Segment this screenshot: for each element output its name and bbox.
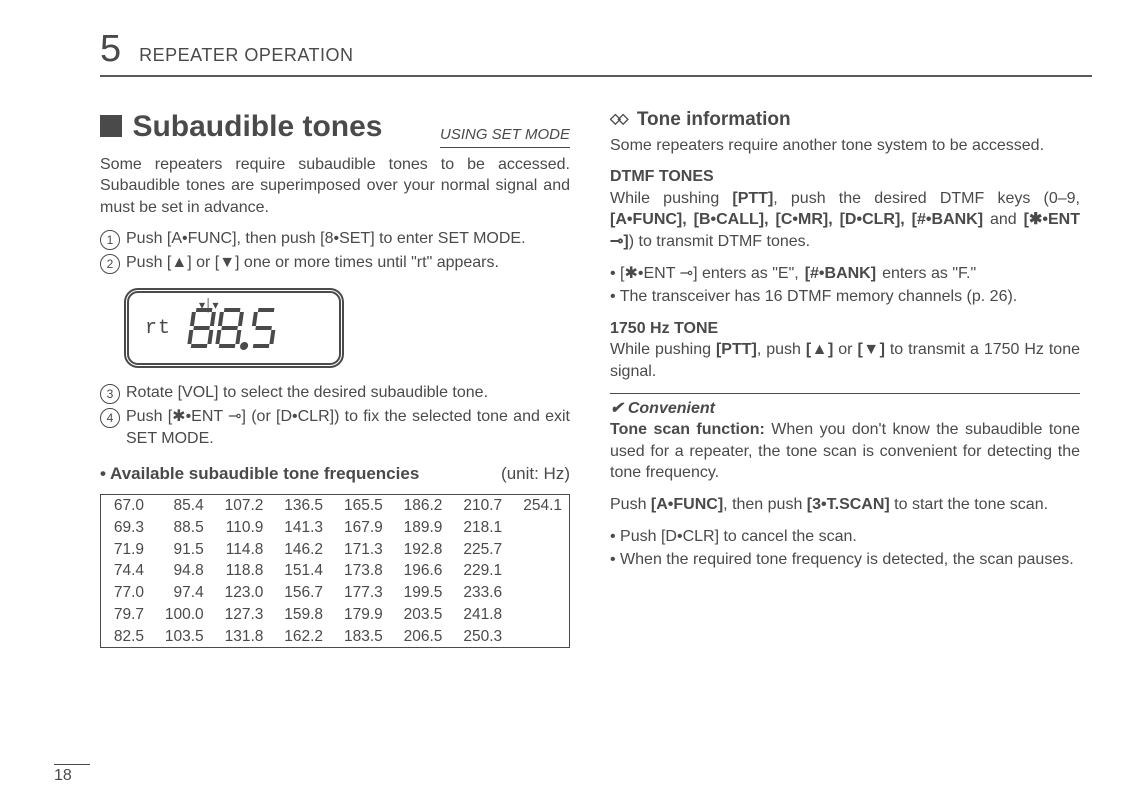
set-mode-tag: USING SET MODE	[440, 125, 570, 147]
section-title-wrapper: Subaudible tones	[100, 107, 382, 148]
table-cell: 186.2189.9192.8196.6199.5203.5206.5	[390, 495, 450, 648]
tone-table-unit: (unit: Hz)	[501, 463, 570, 486]
lcd-label: rt	[145, 315, 171, 342]
table-cell: 85.488.591.594.897.4100.0103.5	[151, 495, 211, 648]
section-title: Subaudible tones	[132, 110, 382, 143]
hz-paragraph: While pushing [PTT], push [▲] or [▼] to …	[610, 339, 1080, 382]
page-number: 18	[54, 764, 90, 785]
step-3: 3 Rotate [VOL] to select the desired sub…	[100, 382, 570, 404]
chapter-title: REPEATER OPERATION	[139, 45, 353, 66]
step-number-icon: 2	[100, 254, 120, 274]
tone-frequency-table: 67.069.371.974.477.079.782.5 85.488.591.…	[100, 494, 570, 648]
tone-scan-bullet-2: • When the required tone frequency is de…	[610, 549, 1080, 571]
left-column: Subaudible tones USING SET MODE Some rep…	[100, 107, 570, 648]
dtmf-heading: DTMF TONES	[610, 166, 1080, 188]
step-number-icon: 1	[100, 230, 120, 250]
chapter-number: 5	[100, 28, 121, 71]
dtmf-paragraph: While pushing [PTT], push the desired DT…	[610, 188, 1080, 253]
step-number-icon: 3	[100, 384, 120, 404]
hz-heading: 1750 Hz TONE	[610, 318, 1080, 340]
table-cell: 165.5167.9171.3173.8177.3179.9183.5	[330, 495, 390, 648]
dtmf-note-1: • [✱•ENT ⊸] enters as "E", [#•BANK] ente…	[610, 263, 1080, 285]
right-column: ◇◇ Tone information Some repeaters requi…	[610, 107, 1080, 648]
tone-info-paragraph: Some repeaters require another tone syst…	[610, 135, 1080, 157]
diamond-icon: ◇◇	[610, 110, 626, 126]
tone-info-heading: ◇◇ Tone information	[610, 107, 1080, 133]
chapter-header: 5 REPEATER OPERATION	[100, 28, 1092, 77]
step-text: Push [✱•ENT ⊸] (or [D•CLR]) to fix the s…	[126, 406, 570, 449]
tone-table-heading-row: • Available subaudible tone frequencies …	[100, 463, 570, 486]
convenient-body: Tone scan function: When you don't know …	[610, 419, 1080, 484]
manual-page: 5 REPEATER OPERATION Subaudible tones US…	[0, 0, 1146, 803]
table-cell: 254.1	[509, 495, 569, 648]
antenna-icon: ▾│▾	[199, 297, 219, 313]
step-text: Push [▲] or [▼] one or more times until …	[126, 252, 570, 274]
step-2: 2 Push [▲] or [▼] one or more times unti…	[100, 252, 570, 274]
step-number-icon: 4	[100, 408, 120, 428]
square-bullet-icon	[100, 115, 122, 137]
step-text: Rotate [VOL] to select the desired subau…	[126, 382, 570, 404]
dtmf-note-2: • The transceiver has 16 DTMF memory cha…	[610, 286, 1080, 308]
step-list: 1 Push [A•FUNC], then push [8•SET] to en…	[100, 228, 570, 274]
step-4: 4 Push [✱•ENT ⊸] (or [D•CLR]) to fix the…	[100, 406, 570, 449]
two-column-layout: Subaudible tones USING SET MODE Some rep…	[100, 107, 1092, 648]
intro-paragraph: Some repeaters require subaudible tones …	[100, 154, 570, 219]
step-text: Push [A•FUNC], then push [8•SET] to ente…	[126, 228, 570, 250]
section-title-row: Subaudible tones USING SET MODE	[100, 107, 570, 148]
table-cell: 136.5141.3146.2151.4156.7159.8162.2	[270, 495, 330, 648]
tone-scan-bullet-1: • Push [D•CLR] to cancel the scan.	[610, 526, 1080, 548]
step-list-2: 3 Rotate [VOL] to select the desired sub…	[100, 382, 570, 449]
table-cell: 67.069.371.974.477.079.782.5	[101, 495, 152, 648]
lcd-display: ▾│▾ rt	[124, 288, 344, 368]
step-1: 1 Push [A•FUNC], then push [8•SET] to en…	[100, 228, 570, 250]
tone-scan-start: Push [A•FUNC], then push [3•T.SCAN] to s…	[610, 494, 1080, 516]
table-cell: 210.7218.1225.7229.1233.6241.8250.3	[449, 495, 509, 648]
tone-table-heading: • Available subaudible tone frequencies	[100, 464, 419, 483]
table-cell: 107.2110.9114.8118.8123.0127.3131.8	[211, 495, 271, 648]
convenient-heading: ✔ Convenient	[610, 393, 1080, 420]
